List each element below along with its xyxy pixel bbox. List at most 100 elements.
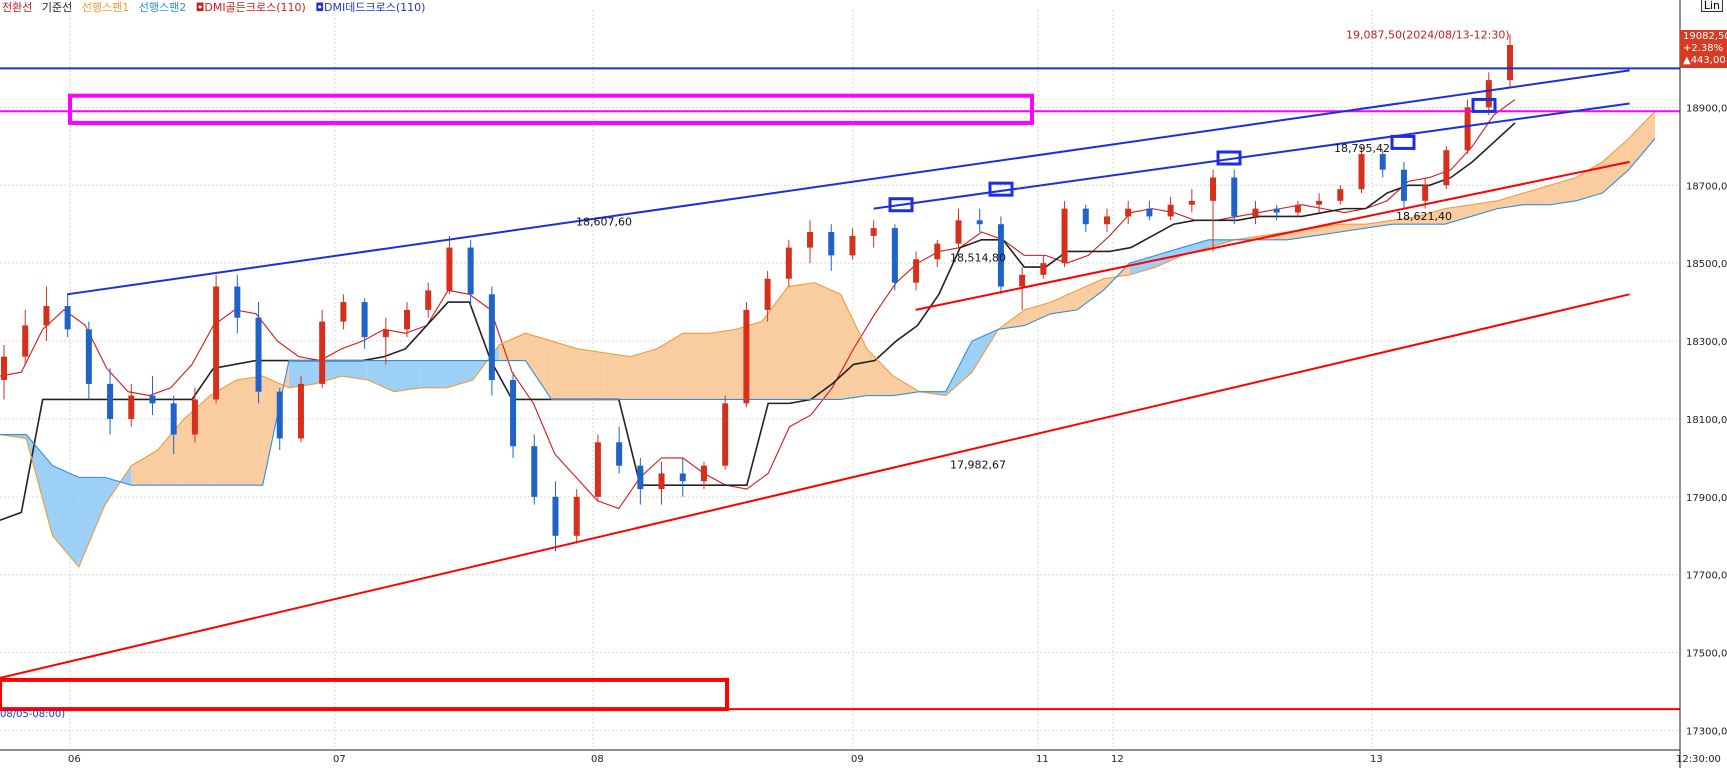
candle-body xyxy=(616,442,623,466)
candle-body xyxy=(149,395,156,404)
candle-body xyxy=(319,321,326,384)
candle-body xyxy=(1337,189,1344,201)
y-tick-label: 17700,00 xyxy=(1686,571,1727,582)
scale-toggle-button[interactable]: Lin xyxy=(1700,0,1723,12)
trendline xyxy=(915,160,1630,311)
x-tick-label: 13 xyxy=(1370,754,1383,765)
cloud-segment xyxy=(1129,255,1156,275)
price-annotation: 18,607,60 xyxy=(576,215,632,228)
cloud-segment xyxy=(709,329,736,400)
series-line xyxy=(0,99,1516,510)
cloud-segment xyxy=(788,282,815,400)
y-tick-label: 17300,00 xyxy=(1686,727,1727,738)
candle-body xyxy=(870,228,877,236)
candle-body xyxy=(1443,150,1450,186)
signal-box xyxy=(1216,150,1242,166)
signal-box xyxy=(988,181,1014,197)
candle-body xyxy=(828,232,835,256)
cloud-segment xyxy=(656,333,684,400)
candle-body xyxy=(637,465,644,490)
price-annotation: 18,621,40 xyxy=(1396,210,1452,223)
legend-item-span2: 선행스팬2 xyxy=(138,1,187,14)
candle-body xyxy=(1188,200,1195,205)
candle-body xyxy=(404,309,411,330)
x-tick-label: 09 xyxy=(851,754,864,765)
cloud-segment xyxy=(1549,177,1577,205)
candle-body xyxy=(425,290,432,310)
y-tick-label: 18700,00 xyxy=(1686,181,1727,192)
y-tick-label: 17900,00 xyxy=(1686,493,1727,504)
price-annotation: 17,982,67 xyxy=(950,459,1006,472)
cloud-segment xyxy=(183,395,211,486)
candle-body xyxy=(1273,208,1280,213)
series-line xyxy=(0,110,1656,568)
cloud-segment xyxy=(341,360,368,380)
cloud-segment xyxy=(893,376,920,396)
last-change-abs: ▲443,00 xyxy=(1683,55,1726,66)
cloud-segment xyxy=(1182,239,1209,256)
candle-body xyxy=(934,243,941,260)
candle-body xyxy=(1146,208,1153,217)
trendline xyxy=(67,69,1630,296)
y-tick-label: 18100,00 xyxy=(1686,415,1727,426)
cloud-segment xyxy=(761,286,789,400)
candle-body xyxy=(1167,204,1174,217)
cloud-segment xyxy=(131,450,158,486)
x-tick-label: 06 xyxy=(68,754,81,765)
cloud-segment xyxy=(551,341,578,400)
candle-body xyxy=(510,380,517,447)
candles xyxy=(1,34,1513,552)
candle-body xyxy=(743,309,750,404)
annotations: 18,607,60 18,514,80 18,795,42 18,621,40 17,9… xyxy=(0,29,1510,720)
candle-body xyxy=(531,446,538,497)
drawings xyxy=(0,67,1680,712)
candle-body xyxy=(340,302,347,322)
candle-body xyxy=(658,473,665,490)
cloud-segment xyxy=(1576,161,1603,201)
candle-body xyxy=(85,329,92,384)
cloud-segment xyxy=(1077,278,1104,310)
last-change-pct: +2.38% xyxy=(1683,43,1724,54)
candle-body xyxy=(1294,204,1301,213)
cloud-segment xyxy=(1628,111,1655,170)
candle-body xyxy=(573,496,580,536)
candle-body xyxy=(785,247,792,279)
legend-item-dmi-dead: ◘DMI데드크로스(110) xyxy=(315,1,426,14)
trendline xyxy=(873,102,1630,210)
cloud-segment xyxy=(1471,200,1498,217)
y-tick-label: 18900,00 xyxy=(1686,103,1727,114)
cloud-segment xyxy=(1392,216,1419,225)
cloud-segment xyxy=(1497,193,1524,209)
x-tick-label: 11 xyxy=(1036,754,1049,765)
candle-body xyxy=(446,247,453,291)
candle-body xyxy=(1485,80,1492,108)
candle-body xyxy=(700,465,707,482)
candle-body xyxy=(1040,263,1047,275)
candle-body xyxy=(955,220,962,244)
candle-body xyxy=(1019,274,1026,287)
cloud-segment xyxy=(394,360,421,392)
candle-body xyxy=(382,329,389,338)
cloud-segment xyxy=(1523,185,1550,205)
legend-item-tenkan: 전환선 xyxy=(2,1,33,14)
candle-body xyxy=(297,383,304,439)
candle-body xyxy=(1316,200,1323,205)
candle-body xyxy=(1,356,7,380)
candle-body xyxy=(594,442,601,497)
indicator-lines xyxy=(0,99,1656,568)
cloud-segment xyxy=(288,360,316,388)
candle-body xyxy=(170,403,177,435)
highlight-zone xyxy=(68,93,1034,125)
x-tick-label: 12 xyxy=(1111,754,1124,765)
candle-body xyxy=(1379,154,1386,170)
ichimoku-cloud xyxy=(0,111,1655,567)
cloud-segment xyxy=(840,294,867,400)
last-price-box: 19082,50 +2.38% ▲443,00 xyxy=(1680,30,1727,68)
cloud-segment xyxy=(157,418,184,486)
cloud-segment xyxy=(1024,302,1051,326)
cloud-segment xyxy=(525,333,552,400)
signal-box xyxy=(1471,97,1497,113)
candle-body xyxy=(976,220,983,225)
candle-body xyxy=(22,325,29,357)
